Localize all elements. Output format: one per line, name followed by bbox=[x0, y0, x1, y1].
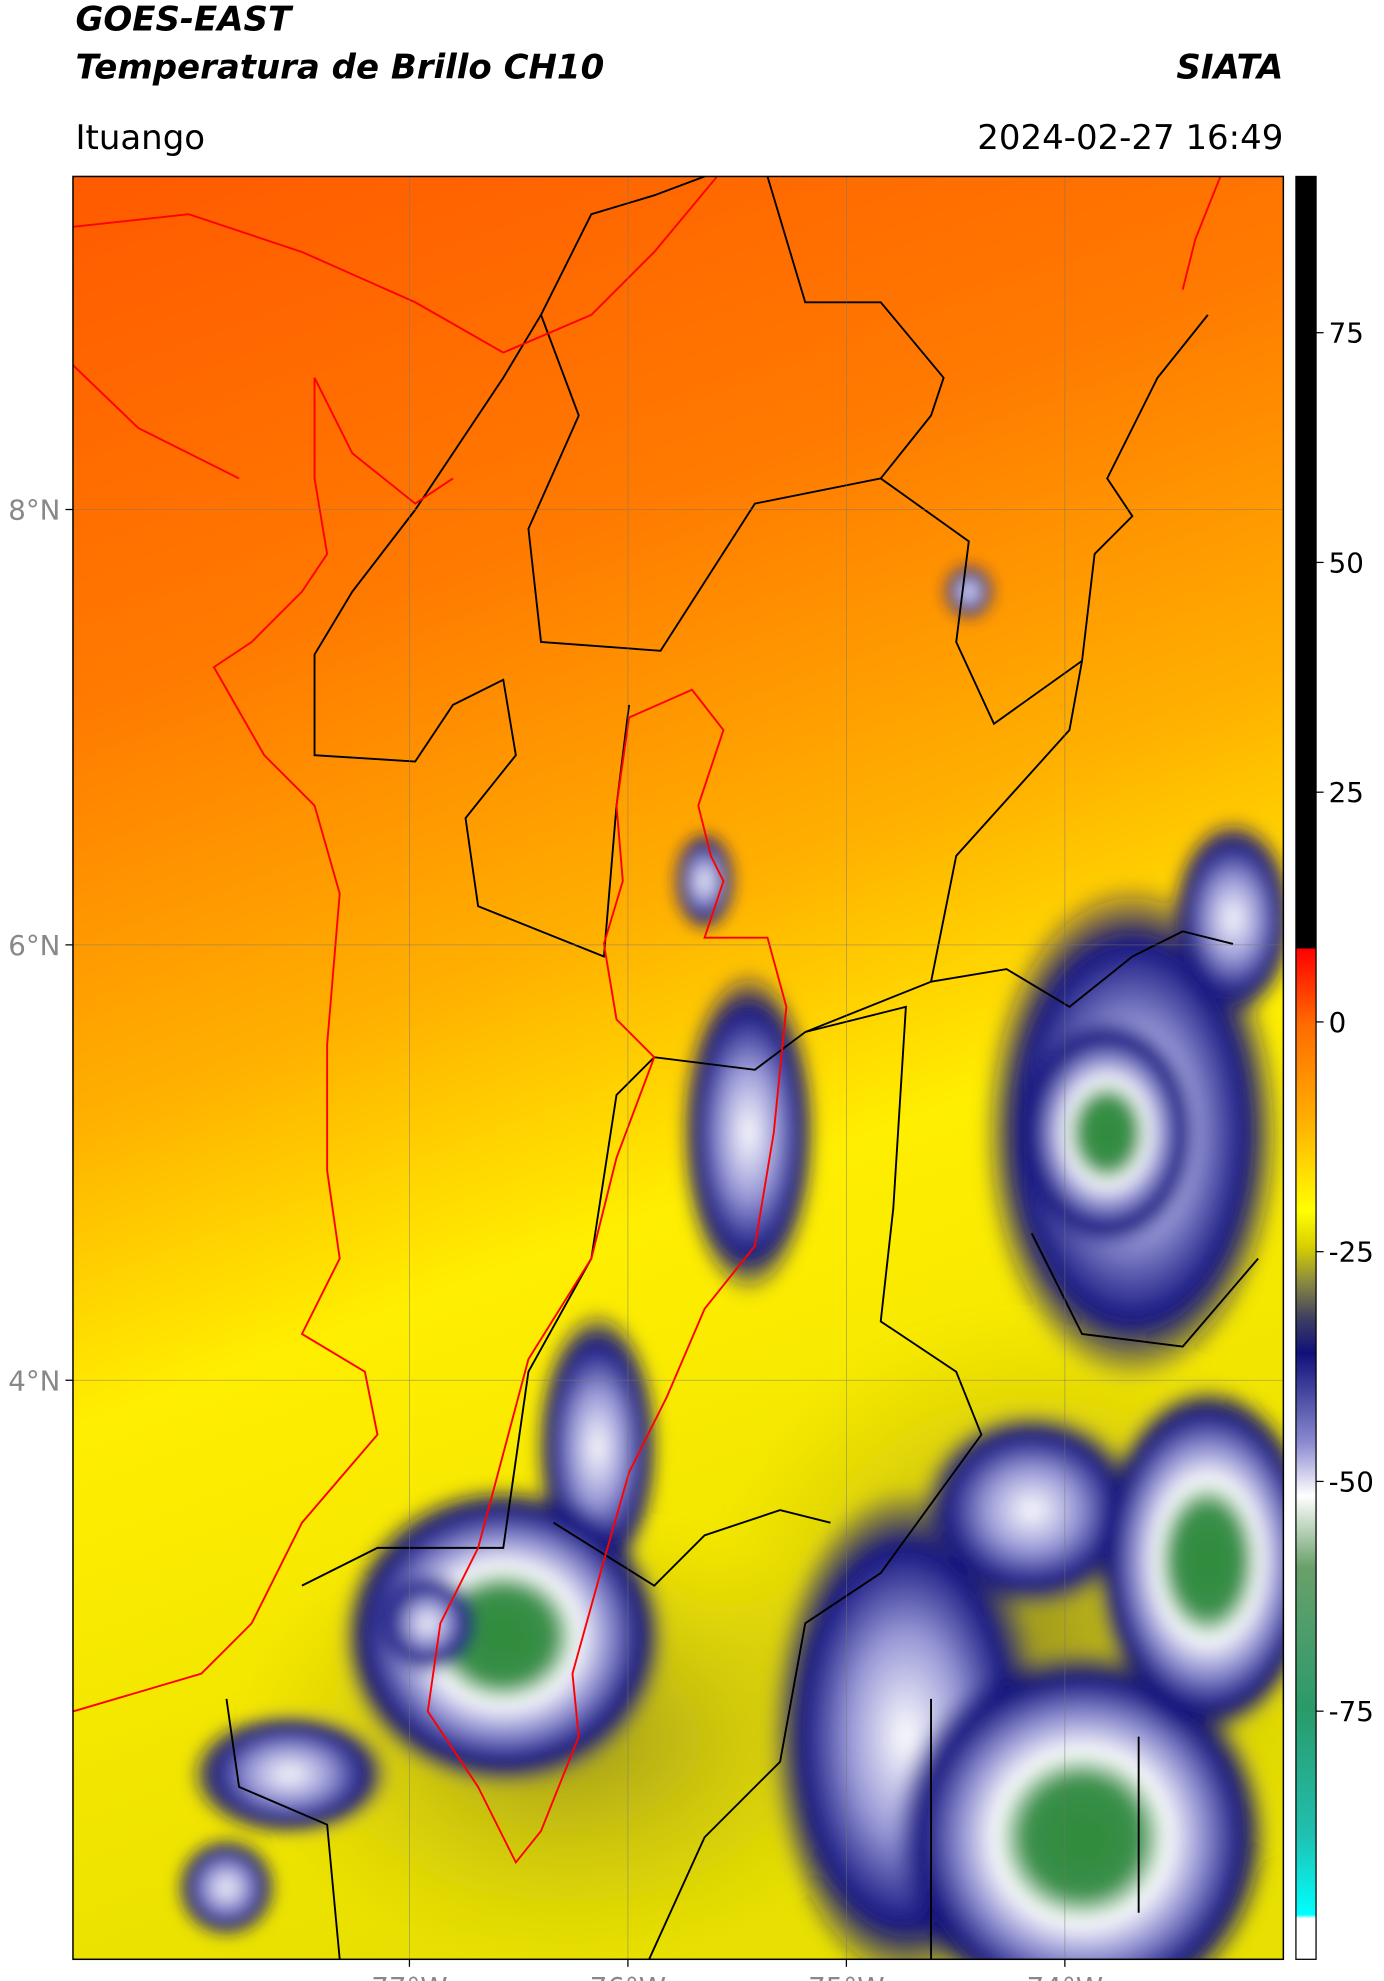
y-tick-label: 8°N bbox=[8, 494, 60, 527]
y-tick-label: 6°N bbox=[8, 929, 60, 962]
x-tick-label: 75°W bbox=[808, 1971, 884, 1981]
x-tick-label: 76°W bbox=[590, 1971, 666, 1981]
title: GOES-EAST bbox=[75, 0, 293, 40]
location: Ituango bbox=[75, 118, 205, 158]
colorbar-tick-label: 0 bbox=[1329, 1006, 1347, 1039]
colorbar-tick-label: -50 bbox=[1329, 1465, 1374, 1498]
colorbar-ticks: 75 50 25 0 -25 -50 -75 bbox=[1316, 317, 1374, 1728]
colorbar-tick-label: -25 bbox=[1329, 1236, 1374, 1269]
colorbar bbox=[1295, 175, 1317, 1960]
map-frame bbox=[72, 175, 1285, 1961]
x-tick-label: 74°W bbox=[1027, 1971, 1103, 1981]
colorbar-tick-label: -75 bbox=[1329, 1695, 1374, 1728]
source: SIATA bbox=[1176, 47, 1283, 87]
x-tick-label: 77°W bbox=[371, 1971, 447, 1981]
y-tick-label: 4°N bbox=[8, 1364, 60, 1397]
colorbar-tick-label: 75 bbox=[1329, 317, 1364, 350]
map-imagery bbox=[72, 176, 1284, 1960]
graticule: 77°W 76°W 75°W 74°W 8°N 6°N 4°N bbox=[8, 176, 1284, 1981]
colorbar-tick-label: 25 bbox=[1329, 776, 1364, 809]
subtitle: Temperatura de Brillo CH10 bbox=[75, 47, 604, 87]
datetime: 2024-02-27 16:49 bbox=[977, 118, 1283, 158]
colorbar-tick-label: 50 bbox=[1329, 546, 1364, 579]
